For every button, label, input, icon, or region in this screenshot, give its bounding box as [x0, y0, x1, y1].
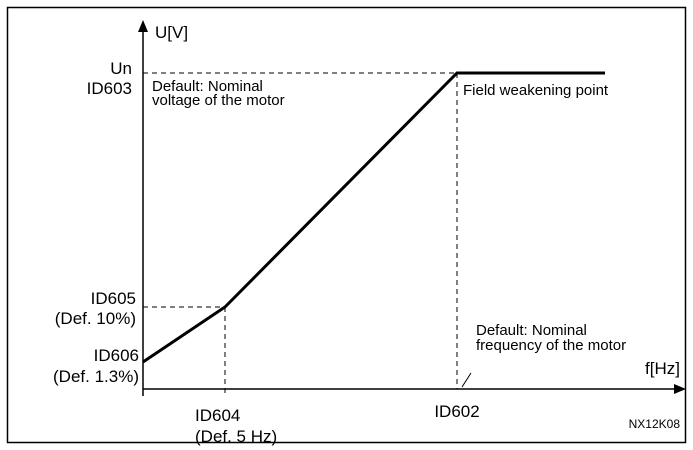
figure-code: NX12K08: [629, 417, 681, 431]
pointer: [461, 372, 472, 388]
y-label: U[V]: [155, 23, 188, 42]
y-point: ID603: [87, 79, 132, 98]
x-arrow: [674, 384, 686, 394]
frame: [6, 6, 687, 444]
y-point: ID605: [91, 289, 136, 308]
annotation: voltage of the motor: [152, 92, 285, 109]
x-point: (Def. 5 Hz): [195, 427, 277, 446]
y-arrow: [138, 20, 148, 32]
guides: [143, 72, 458, 396]
uf-curve: [142, 71, 605, 364]
x-point: ID602: [434, 402, 479, 421]
annotation: Default: Nominal: [152, 78, 263, 95]
y-point: Un: [110, 59, 132, 78]
annotation: Default: Nominal: [476, 322, 587, 339]
annotation: Field weakening point: [463, 82, 609, 99]
x-label: f[Hz]: [645, 359, 680, 378]
y-point: (Def. 1.3%): [53, 367, 139, 386]
y-point: ID606: [94, 346, 139, 365]
y-point: (Def. 10%): [55, 309, 136, 328]
annotation: frequency of the motor: [476, 337, 626, 354]
x-point: ID604: [195, 406, 240, 425]
